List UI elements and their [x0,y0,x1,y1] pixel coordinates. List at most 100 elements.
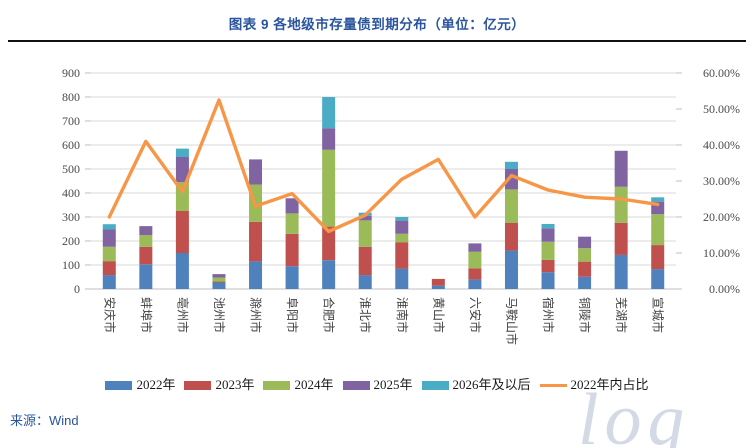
bar-segment-2022年 [175,253,189,289]
bar-segment-2023年 [139,246,153,265]
y-axis-left-label: 0 [74,282,80,296]
bar-segment-2022年 [249,261,263,289]
bar-segment-2025年 [139,226,153,235]
x-axis-label: 合肥市 [322,297,337,333]
bar-segment-2023年 [358,246,372,276]
bar-segment-2023年 [212,281,226,283]
bar-segment-2024年 [651,214,665,246]
bar-segment-2024年 [504,189,518,223]
bar-segment-2024年 [358,220,372,247]
legend-swatch-icon [105,380,133,390]
bar-segment-2022年 [395,268,409,289]
x-axis-label: 芜湖市 [614,297,629,333]
bar-segment-2023年 [175,211,189,253]
bar-segment-2023年 [468,268,482,280]
legend-item-2023年: 2023年 [184,376,254,394]
y-axis-right-label: 50.00% [703,102,740,116]
title-divider [8,40,746,42]
bar-segment-2025年 [249,159,263,185]
y-axis-left-label: 600 [62,138,80,152]
bar-segment-2024年 [285,213,299,234]
legend-item-2026年及以后: 2026年及以后 [421,376,531,394]
legend-swatch-icon [184,380,212,390]
bar-segment-2023年 [249,221,263,262]
y-axis-right-label: 20.00% [703,210,740,224]
chart-title: 图表 9 各地级市存量债到期分布（单位：亿元） [228,17,526,32]
bar-segment-2025年 [395,220,409,234]
y-axis-left-label: 800 [62,90,80,104]
bar-segment-2023年 [504,223,518,251]
legend-item-2022年内占比: 2022年内占比 [539,376,649,394]
legend-label: 2022年内占比 [570,377,649,392]
legend-label: 2025年 [373,377,413,392]
y-axis-right-label: 10.00% [703,246,740,260]
bar-segment-2025年 [102,229,116,247]
bar-segment-2025年 [614,150,628,187]
bar-segment-2025年 [541,228,555,242]
bar-segment-2025年 [504,169,518,190]
bar-segment-2022年 [651,269,665,289]
x-axis-label: 淮南市 [395,297,410,333]
legend-swatch-icon [263,380,291,390]
bar-segment-2024年 [395,233,409,243]
bar-segment-2026年及以后 [102,224,116,230]
x-axis-label: 阜阳市 [285,297,300,333]
legend-label: 2024年 [294,377,334,392]
y-axis-left-label: 500 [62,162,80,176]
y-axis-left-label: 300 [62,210,80,224]
bar-segment-2023年 [431,278,445,286]
bar-segment-2025年 [578,236,592,249]
bar-segment-2024年 [468,251,482,269]
bar-segment-2024年 [614,186,628,223]
bar-segment-2023年 [651,245,665,270]
source-label: 来源：Wind [10,413,79,428]
legend-label: 2026年及以后 [452,377,531,392]
bar-segment-2024年 [139,235,153,247]
bar-segment-2022年 [431,285,445,289]
legend-label: 2022年 [136,377,176,392]
legend-item-2024年: 2024年 [263,376,334,394]
y-axis-left-label: 700 [62,114,80,128]
bar-segment-2026年及以后 [395,217,409,221]
x-axis-label: 安庆市 [102,297,117,333]
y-axis-right-label: 60.00% [703,66,740,80]
bar-segment-2026年及以后 [541,223,555,229]
bar-segment-2023年 [614,222,628,255]
x-axis-label: 滁州市 [249,297,264,333]
bar-segment-2025年 [468,243,482,252]
legend-swatch-icon [421,380,449,390]
x-axis-label: 蚌埠市 [139,297,154,333]
x-axis-label: 宣城市 [651,297,666,333]
bar-segment-2026年及以后 [651,197,665,202]
x-axis-label: 六安市 [468,297,483,333]
bar-segment-2023年 [322,226,336,261]
legend-line-icon [539,383,567,387]
legend-item-2022年: 2022年 [105,376,175,394]
bar-segment-2023年 [541,259,555,273]
chart-legend: 2022年 2023年 2024年 2025年 2026年及以后 2022年内占比 [0,376,754,394]
bar-segment-2024年 [541,241,555,260]
y-axis-left-label: 400 [62,186,80,200]
bar-segment-2024年 [322,149,336,227]
bar-segment-2022年 [468,279,482,289]
bar-segment-2022年 [322,260,336,289]
bar-segment-2025年 [175,157,189,183]
bar-segment-2023年 [102,261,116,276]
x-axis-label: 池州市 [212,297,227,333]
bar-segment-2026年及以后 [322,97,336,129]
y-axis-right-label: 40.00% [703,138,740,152]
y-axis-right-label: 0.00% [709,282,740,296]
bar-segment-2022年 [614,254,628,289]
bar-segment-2022年 [358,275,372,289]
x-axis-label: 马鞍山市 [504,297,519,345]
y-axis-left-label: 100 [62,258,80,272]
bar-segment-2025年 [358,215,372,221]
x-axis-label: 黄山市 [431,297,446,333]
bar-segment-2022年 [578,276,592,289]
bar-segment-2022年 [139,264,153,289]
legend-swatch-icon [342,380,370,390]
bar-segment-2025年 [212,274,226,278]
bar-segment-2022年 [285,266,299,289]
